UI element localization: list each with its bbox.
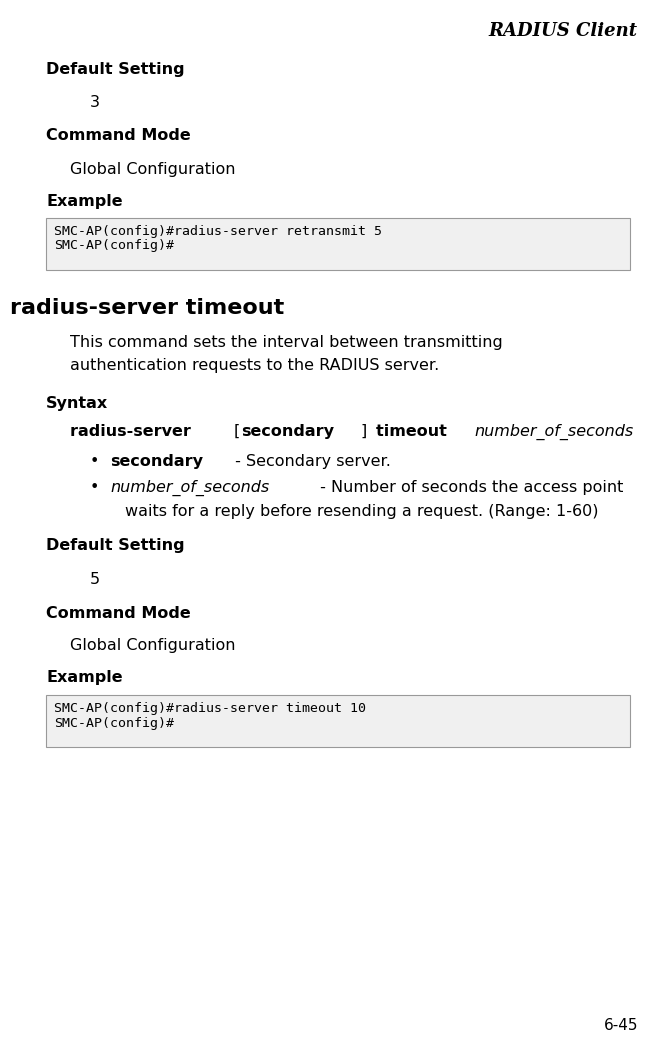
Text: Global Configuration: Global Configuration <box>70 638 236 653</box>
Text: 3: 3 <box>90 95 100 110</box>
Text: radius-server timeout: radius-server timeout <box>10 298 284 318</box>
Text: ]: ] <box>361 424 373 439</box>
Text: 5: 5 <box>90 572 100 587</box>
Text: Syntax: Syntax <box>46 396 108 411</box>
Text: •: • <box>90 454 99 469</box>
Text: Example: Example <box>46 194 123 209</box>
Text: SMC-AP(config)#radius-server retransmit 5: SMC-AP(config)#radius-server retransmit … <box>54 225 382 238</box>
Text: Global Configuration: Global Configuration <box>70 162 236 177</box>
Text: number_of_seconds: number_of_seconds <box>110 480 269 496</box>
Text: Command Mode: Command Mode <box>46 128 191 143</box>
Text: secondary: secondary <box>110 454 203 469</box>
Text: Example: Example <box>46 670 123 685</box>
Text: timeout: timeout <box>376 424 453 439</box>
FancyBboxPatch shape <box>46 218 630 270</box>
Text: waits for a reply before resending a request. (Range: 1-60): waits for a reply before resending a req… <box>125 504 598 519</box>
Text: secondary: secondary <box>241 424 335 439</box>
Text: SMC-AP(config)#: SMC-AP(config)# <box>54 240 174 252</box>
Text: radius-server: radius-server <box>70 424 197 439</box>
Text: •: • <box>90 480 99 495</box>
Text: RADIUS Client: RADIUS Client <box>489 22 638 40</box>
Text: authentication requests to the RADIUS server.: authentication requests to the RADIUS se… <box>70 358 440 373</box>
Text: Default Setting: Default Setting <box>46 62 184 77</box>
Text: SMC-AP(config)#: SMC-AP(config)# <box>54 716 174 730</box>
Text: - Number of seconds the access point: - Number of seconds the access point <box>316 480 624 495</box>
Text: 6-45: 6-45 <box>604 1018 638 1033</box>
Text: - Secondary server.: - Secondary server. <box>230 454 391 469</box>
Text: Default Setting: Default Setting <box>46 538 184 553</box>
Text: [: [ <box>234 424 239 439</box>
Text: number_of_seconds: number_of_seconds <box>475 424 634 440</box>
FancyBboxPatch shape <box>46 695 630 747</box>
Text: Command Mode: Command Mode <box>46 606 191 621</box>
Text: This command sets the interval between transmitting: This command sets the interval between t… <box>70 335 502 350</box>
Text: SMC-AP(config)#radius-server timeout 10: SMC-AP(config)#radius-server timeout 10 <box>54 701 366 715</box>
